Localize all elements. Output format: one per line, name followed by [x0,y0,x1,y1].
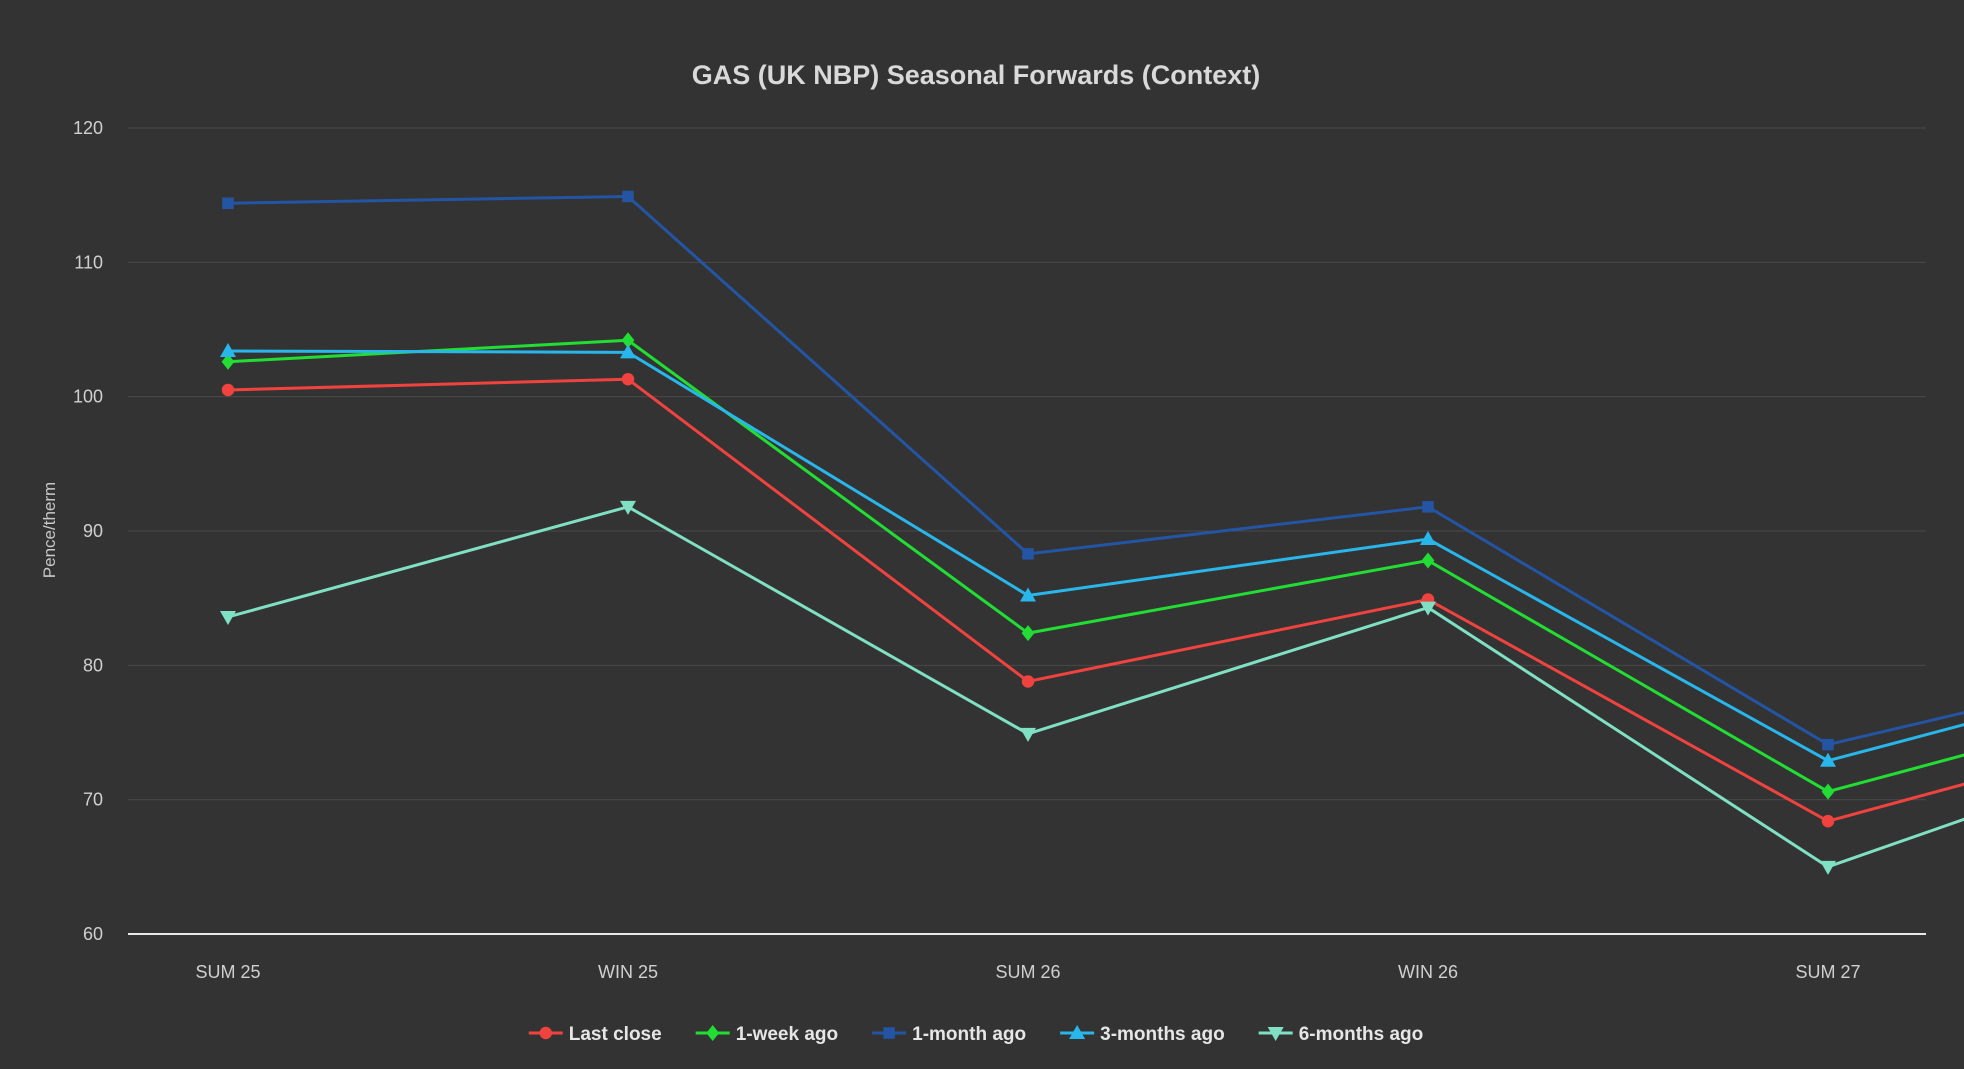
data-point[interactable] [1021,625,1035,642]
legend-item-3-months-ago[interactable]: 3-months ago [1060,1024,1225,1045]
data-point[interactable] [621,332,635,349]
series-line[interactable] [227,349,1964,832]
data-point[interactable] [1820,752,1836,767]
y-tick-label: 90 [83,521,103,541]
legend-marker [539,1026,552,1040]
legend-item-last-close[interactable]: Last close [528,1024,662,1045]
grid-layer [128,127,1926,801]
y-tick-label: 70 [83,790,103,810]
data-point[interactable] [220,610,236,625]
legend-marker [883,1027,895,1039]
data-point[interactable] [621,372,635,386]
data-point[interactable] [1022,548,1034,560]
legend-label: 6-months ago [1299,1024,1424,1045]
data-point[interactable] [1820,860,1836,875]
x-tick-label: SUM 25 [195,962,260,982]
data-point[interactable] [1822,738,1834,751]
legend-label: 1-week ago [736,1024,838,1045]
data-point[interactable] [1821,783,1835,800]
series-6-months-ago [220,500,1964,875]
x-tick-label: WIN 26 [1398,962,1458,982]
legend-item-1-month-ago[interactable]: 1-month ago [872,1024,1026,1045]
legend-label: 3-months ago [1100,1024,1225,1045]
data-point[interactable] [1821,814,1835,828]
y-tick-label: 100 [73,387,103,407]
series-3-months-ago [220,342,1964,832]
y-tick-label: 110 [74,252,103,272]
legend[interactable]: Last close 1-week ago 1-month ago 3-months … [528,1024,1424,1045]
legend-item-1-week-ago[interactable]: 1-week ago [695,1024,838,1045]
legend-item-6-months-ago[interactable]: 6-months ago [1258,1024,1424,1045]
legend-marker [1267,1027,1284,1041]
legend-marker [1069,1025,1086,1039]
data-point[interactable] [1422,501,1434,513]
legend-marker [706,1025,720,1041]
series-line[interactable] [227,338,1964,859]
legend-label: Last close [569,1024,662,1045]
data-point[interactable] [220,342,236,357]
series-1-week-ago [221,332,1964,859]
legend-label: 1-month ago [912,1024,1026,1045]
series-layer [220,190,1964,875]
y-tick-label: 120 [73,118,103,138]
y-axis: 60 70 80 90 100 110 120 [73,118,103,944]
series-last-close [221,372,1964,871]
data-point[interactable] [1021,675,1035,688]
y-axis-title: Pence/therm [40,482,59,578]
data-point[interactable] [1420,601,1436,616]
x-tick-label: SUM 27 [1795,962,1860,982]
series-line[interactable] [227,377,1964,871]
data-point[interactable] [1020,587,1036,602]
data-point[interactable] [222,197,234,209]
data-point[interactable] [620,500,636,515]
data-point[interactable] [221,383,235,397]
data-point[interactable] [221,353,235,370]
series-line[interactable] [227,505,1964,869]
data-point[interactable] [1421,552,1435,569]
x-tick-label: WIN 25 [598,962,658,982]
data-point[interactable] [622,190,634,203]
series-1-month-ago [222,190,1964,858]
data-point[interactable] [1020,727,1036,742]
series-line[interactable] [227,195,1964,858]
y-tick-label: 60 [83,924,103,944]
data-point[interactable] [620,344,636,359]
x-tick-label: SUM 26 [995,962,1060,982]
chart-title: GAS (UK NBP) Seasonal Forwards (Context) [692,60,1261,90]
data-point[interactable] [1420,531,1436,546]
y-tick-label: 80 [83,655,103,675]
